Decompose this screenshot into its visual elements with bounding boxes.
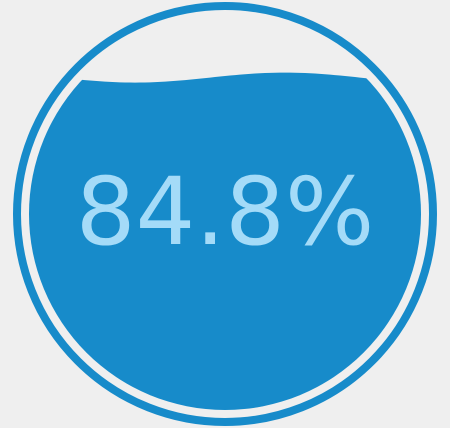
liquid-fill [29, 72, 421, 410]
gauge-value-label: 84.8% [76, 158, 375, 267]
gauge-ring [13, 2, 437, 426]
liquid-group [29, 72, 421, 410]
